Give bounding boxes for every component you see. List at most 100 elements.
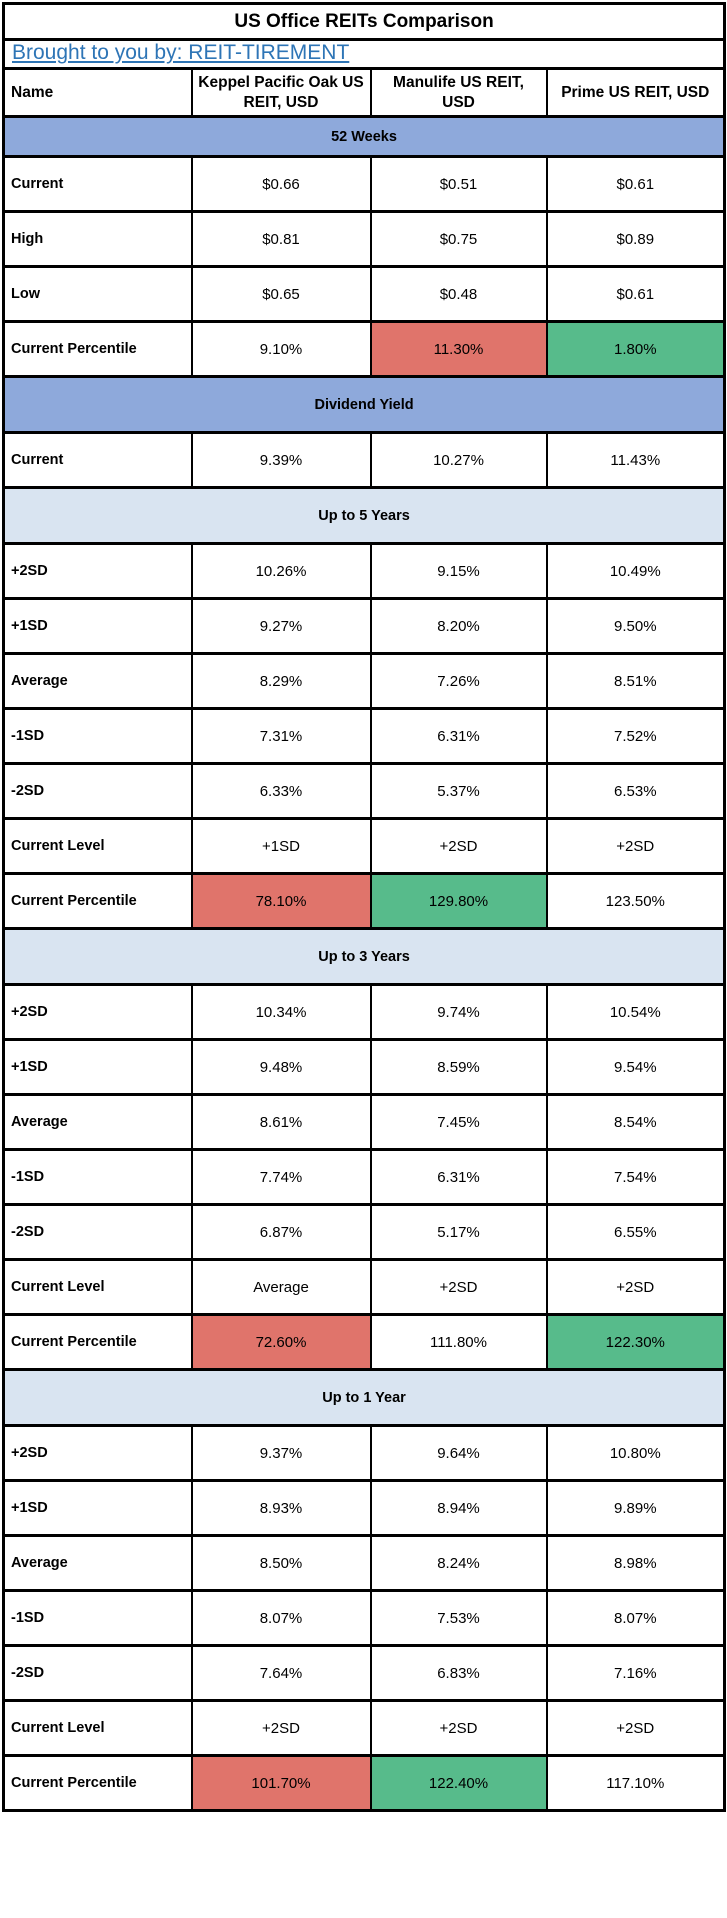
value-cell: 8.98% [545,1534,726,1592]
value-cell: 9.50% [545,597,726,655]
section-header: Up to 3 Years [2,927,726,986]
value-cell: 11.30% [369,320,548,378]
row-label: Low [2,265,193,323]
table-row: -1SD 7.31% 6.31% 7.52% [2,707,726,765]
value-cell: 111.80% [369,1313,548,1371]
value-cell: $0.89 [545,210,726,268]
value-cell: 6.31% [369,707,548,765]
value-cell: 7.64% [190,1644,372,1702]
value-cell: +2SD [545,817,726,875]
value-cell: 9.54% [545,1038,726,1096]
table-row: +2SD 10.34% 9.74% 10.54% [2,983,726,1041]
value-cell: 78.10% [190,872,372,930]
value-cell: 6.83% [369,1644,548,1702]
value-cell: $0.61 [545,155,726,213]
row-label: -2SD [2,1644,193,1702]
table-row: +1SD 9.27% 8.20% 9.50% [2,597,726,655]
value-cell: $0.66 [190,155,372,213]
value-cell: 10.54% [545,983,726,1041]
row-label: Current [2,431,193,489]
row-label: -1SD [2,707,193,765]
section-header: Dividend Yield [2,375,726,434]
table-row: +1SD 9.48% 8.59% 9.54% [2,1038,726,1096]
row-label: Average [2,1534,193,1592]
row-label: +2SD [2,1424,193,1482]
value-cell: 9.10% [190,320,372,378]
value-cell: 7.26% [369,652,548,710]
column-header-manulife: Manulife US REIT, USD [369,67,548,118]
value-cell: 9.15% [369,542,548,600]
title-row: US Office REITs Comparison [2,2,726,41]
value-cell: 7.54% [545,1148,726,1206]
comparison-table: US Office REITs Comparison Brought to yo… [2,2,727,1812]
row-label: -2SD [2,762,193,820]
column-header-name: Name [2,67,193,118]
row-label: Current Level [2,817,193,875]
table-row: -1SD 8.07% 7.53% 8.07% [2,1589,726,1647]
section-header-row: Up to 3 Years [2,927,726,986]
value-cell: +2SD [369,1258,548,1316]
table-row: -2SD 6.33% 5.37% 6.53% [2,762,726,820]
table-row: -2SD 6.87% 5.17% 6.55% [2,1203,726,1261]
value-cell: 7.53% [369,1589,548,1647]
value-cell: 101.70% [190,1754,372,1812]
value-cell: +2SD [369,817,548,875]
value-cell: 10.49% [545,542,726,600]
value-cell: +2SD [545,1699,726,1757]
value-cell: 123.50% [545,872,726,930]
table-row: Current Percentile 101.70% 122.40% 117.10% [2,1754,726,1812]
value-cell: 9.27% [190,597,372,655]
table-row: Current Level Average +2SD +2SD [2,1258,726,1316]
table-row: -1SD 7.74% 6.31% 7.54% [2,1148,726,1206]
table-row: Average 8.29% 7.26% 8.51% [2,652,726,710]
table-row: Current Level +2SD +2SD +2SD [2,1699,726,1757]
value-cell: 6.31% [369,1148,548,1206]
value-cell: 10.80% [545,1424,726,1482]
table-row: Low $0.65 $0.48 $0.61 [2,265,726,323]
row-label: High [2,210,193,268]
row-label: Current [2,155,193,213]
value-cell: +2SD [369,1699,548,1757]
value-cell: 122.30% [545,1313,726,1371]
value-cell: $0.48 [369,265,548,323]
value-cell: $0.65 [190,265,372,323]
value-cell: 8.29% [190,652,372,710]
table-row: +1SD 8.93% 8.94% 9.89% [2,1479,726,1537]
value-cell: 8.50% [190,1534,372,1592]
section-header: Up to 5 Years [2,486,726,545]
value-cell: 9.39% [190,431,372,489]
value-cell: 9.89% [545,1479,726,1537]
row-label: -1SD [2,1589,193,1647]
section-header-row: Dividend Yield [2,375,726,434]
value-cell: 72.60% [190,1313,372,1371]
value-cell: 8.07% [190,1589,372,1647]
row-label: Current Level [2,1699,193,1757]
table-body: 52 Weeks Current $0.66 $0.51 $0.61 High $0.81 $… [2,115,726,1812]
value-cell: 9.64% [369,1424,548,1482]
page-title: US Office REITs Comparison [2,2,726,41]
value-cell: $0.51 [369,155,548,213]
sheet: US Office REITs Comparison Brought to yo… [2,2,727,1812]
table-row: +2SD 10.26% 9.15% 10.49% [2,542,726,600]
row-label: -1SD [2,1148,193,1206]
table-row: Current Percentile 9.10% 11.30% 1.80% [2,320,726,378]
value-cell: 6.55% [545,1203,726,1261]
row-label: +2SD [2,983,193,1041]
value-cell: 8.24% [369,1534,548,1592]
row-label: +1SD [2,597,193,655]
value-cell: 8.59% [369,1038,548,1096]
value-cell: $0.75 [369,210,548,268]
value-cell: 11.43% [545,431,726,489]
value-cell: 117.10% [545,1754,726,1812]
section-header-row: 52 Weeks [2,115,726,158]
row-label: Current Percentile [2,1754,193,1812]
value-cell: 8.54% [545,1093,726,1151]
byline-row: Brought to you by: REIT-TIREMENT [2,38,726,70]
value-cell: 8.51% [545,652,726,710]
row-label: +1SD [2,1038,193,1096]
value-cell: 8.94% [369,1479,548,1537]
byline-link[interactable]: Brought to you by: REIT-TIREMENT [12,41,350,65]
value-cell: 8.07% [545,1589,726,1647]
value-cell: 10.26% [190,542,372,600]
